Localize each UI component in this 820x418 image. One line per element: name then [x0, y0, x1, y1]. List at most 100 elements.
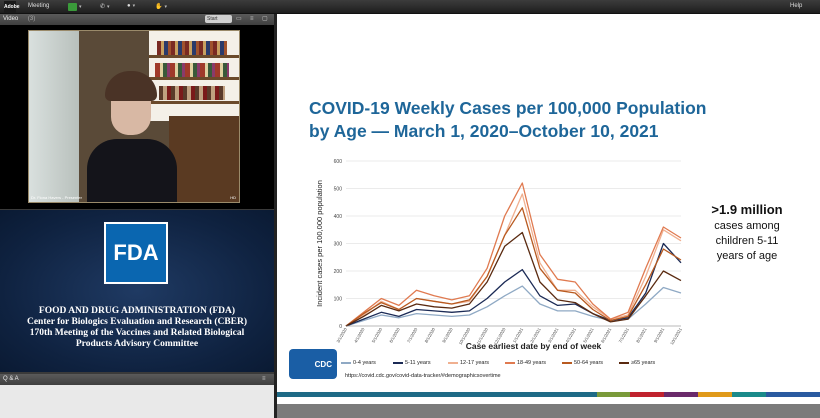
slide-title-line-2: by Age — March 1, 2020–October 10, 2021 — [309, 121, 659, 141]
fda-line-4: Products Advisory Committee — [75, 339, 199, 349]
stripe-segment — [630, 392, 664, 397]
fda-banner: FDA FOOD AND DRUG ADMINISTRATION (FDA) C… — [0, 210, 274, 372]
chevron-down-icon[interactable]: ▾ — [107, 3, 110, 10]
stripe-segment — [597, 392, 630, 397]
legend-50-64: 50-64 years — [562, 360, 603, 366]
pod-menu-icon[interactable]: ≡ — [250, 16, 254, 22]
user-status-control[interactable]: ● ▾ — [127, 3, 135, 9]
pod-splitter[interactable] — [274, 14, 277, 418]
start-camera-label: Start — [207, 16, 218, 22]
hd-badge: HD — [230, 195, 236, 200]
x-tick-label: 4/1/2020 — [353, 326, 366, 343]
left-pods-column: Video (3) Start ▭ ≡ ▢ Dr. Fiona Havers -… — [0, 14, 274, 418]
bookshelf — [149, 31, 239, 121]
x-tick-label: 3/1/2020 — [335, 326, 348, 343]
y-tick-label: 400 — [334, 214, 343, 220]
help-menu[interactable]: Help — [790, 3, 802, 9]
legend-swatch — [619, 362, 629, 364]
series-line — [345, 242, 682, 327]
share-pod: COVID-19 Weekly Cases per 100,000 Popula… — [277, 14, 820, 418]
callout-number: >1.9 million — [711, 202, 783, 217]
callout-line-2: children 5-11 — [715, 235, 779, 247]
meeting-menu[interactable]: Meeting — [28, 3, 49, 9]
y-tick-label: 500 — [334, 187, 343, 193]
start-camera-button[interactable]: Start — [205, 15, 232, 23]
cdc-logo: CDC — [289, 349, 337, 379]
fda-line-3: 170th Meeting of the Vaccines and Relate… — [29, 328, 245, 338]
legend-swatch — [562, 362, 572, 364]
raise-hand-icon[interactable]: ✋ — [155, 4, 163, 10]
y-axis-label: Incident cases per 100,000 population — [315, 180, 324, 307]
legend-0-4: 0-4 years — [341, 360, 376, 366]
speaker-icon[interactable] — [68, 3, 77, 11]
shelf — [149, 55, 239, 58]
x-tick-label: 7/1/2021 — [617, 326, 630, 343]
video-feed: Dr. Fiona Havers - Presenter HD — [0, 25, 274, 209]
camera-options-icon[interactable]: ▭ — [236, 16, 242, 22]
legend-swatch — [393, 362, 403, 364]
x-axis-label: Case earliest date by end of week — [466, 341, 602, 351]
books-row — [159, 86, 225, 100]
qa-pod-body — [0, 385, 274, 418]
chevron-down-icon[interactable]: ▾ — [132, 3, 136, 9]
callout-line-3: years of age — [716, 250, 778, 262]
cases-line-chart: 0 100 200 300 400 500 600 3/1/2020 4/1/2020 5/1/2… — [315, 159, 683, 351]
chevron-down-icon[interactable]: ▾ — [164, 3, 167, 10]
legend-swatch — [505, 362, 515, 364]
user-icon[interactable]: ● — [127, 3, 131, 9]
presentation-slide: COVID-19 Weekly Cases per 100,000 Popula… — [277, 14, 820, 404]
app-menu-bar: Adobe Meeting ▾ ✆ ▾ ● ▾ ✋ ▾ Help — [0, 0, 820, 14]
presenter-hair — [105, 71, 157, 101]
qa-pod-header: Q & A ≡ — [0, 374, 274, 385]
x-tick-label: 5/1/2020 — [371, 326, 384, 343]
stripe-segment — [664, 392, 698, 397]
fda-line-2: Center for Biologics Evaluation and Rese… — [26, 317, 248, 327]
window-background — [29, 31, 79, 202]
speaker-control[interactable]: ▾ — [68, 3, 82, 11]
legend-12-17: 12-17 years — [448, 360, 489, 366]
video-pod-header: Video (3) Start ▭ ≡ ▢ — [0, 14, 274, 25]
stripe-segment — [732, 392, 766, 397]
legend-label: 12-17 years — [460, 360, 490, 366]
stripe-segment — [405, 392, 469, 397]
series-line — [345, 182, 682, 327]
fda-line-1: FOOD AND DRUG ADMINISTRATION (FDA) — [38, 306, 236, 316]
video-pod-title: Video — [3, 16, 19, 22]
legend-label: 18-49 years — [517, 360, 547, 366]
stripe-segment — [341, 392, 405, 397]
y-tick-label: 600 — [334, 159, 343, 165]
slide-footer-stripe — [277, 392, 820, 397]
phone-icon[interactable]: ✆ — [100, 4, 106, 10]
series-line — [345, 231, 682, 327]
presenter-caption: Dr. Fiona Havers - Presenter — [31, 195, 82, 200]
x-tick-label: 7/1/2020 — [406, 326, 419, 343]
fda-logo: FDA — [104, 222, 168, 284]
x-tick-label: 8/1/2021 — [635, 326, 648, 343]
slide-title-line-1: COVID-19 Weekly Cases per 100,000 Popula… — [309, 98, 707, 118]
legend-label: 0-4 years — [353, 360, 376, 366]
legend-5-11: 5-11 years — [393, 360, 431, 366]
callout-line-1: cases among — [714, 220, 780, 232]
chevron-down-icon[interactable]: ▾ — [79, 4, 82, 10]
pod-menu-icon[interactable]: ≡ — [262, 376, 266, 382]
legend-swatch — [341, 362, 351, 364]
y-tick-label: 100 — [334, 297, 343, 303]
meeting-menu-label: Meeting — [28, 3, 50, 9]
adobe-logo: Adobe — [4, 1, 20, 13]
stripe-segment — [469, 392, 533, 397]
series-line — [345, 207, 682, 327]
stripe-segment — [533, 392, 597, 397]
stripe-segment — [277, 392, 341, 397]
legend-label: ≥65 years — [631, 360, 656, 366]
x-tick-label: 6/1/2020 — [388, 326, 401, 343]
phone-control[interactable]: ✆ ▾ — [100, 3, 110, 11]
fda-logo-text: FDA — [113, 240, 159, 265]
cdc-logo-text: CDC — [314, 359, 332, 369]
books-row — [155, 63, 229, 77]
x-tick-label: 6/1/2021 — [600, 326, 613, 343]
legend-18-49: 18-49 years — [505, 360, 546, 366]
x-tick-label: 9/1/2020 — [441, 326, 454, 343]
raise-hand-control[interactable]: ✋ ▾ — [155, 3, 167, 11]
pod-maximize-icon[interactable]: ▢ — [262, 16, 268, 22]
qa-pod-title: Q & A — [3, 376, 19, 382]
